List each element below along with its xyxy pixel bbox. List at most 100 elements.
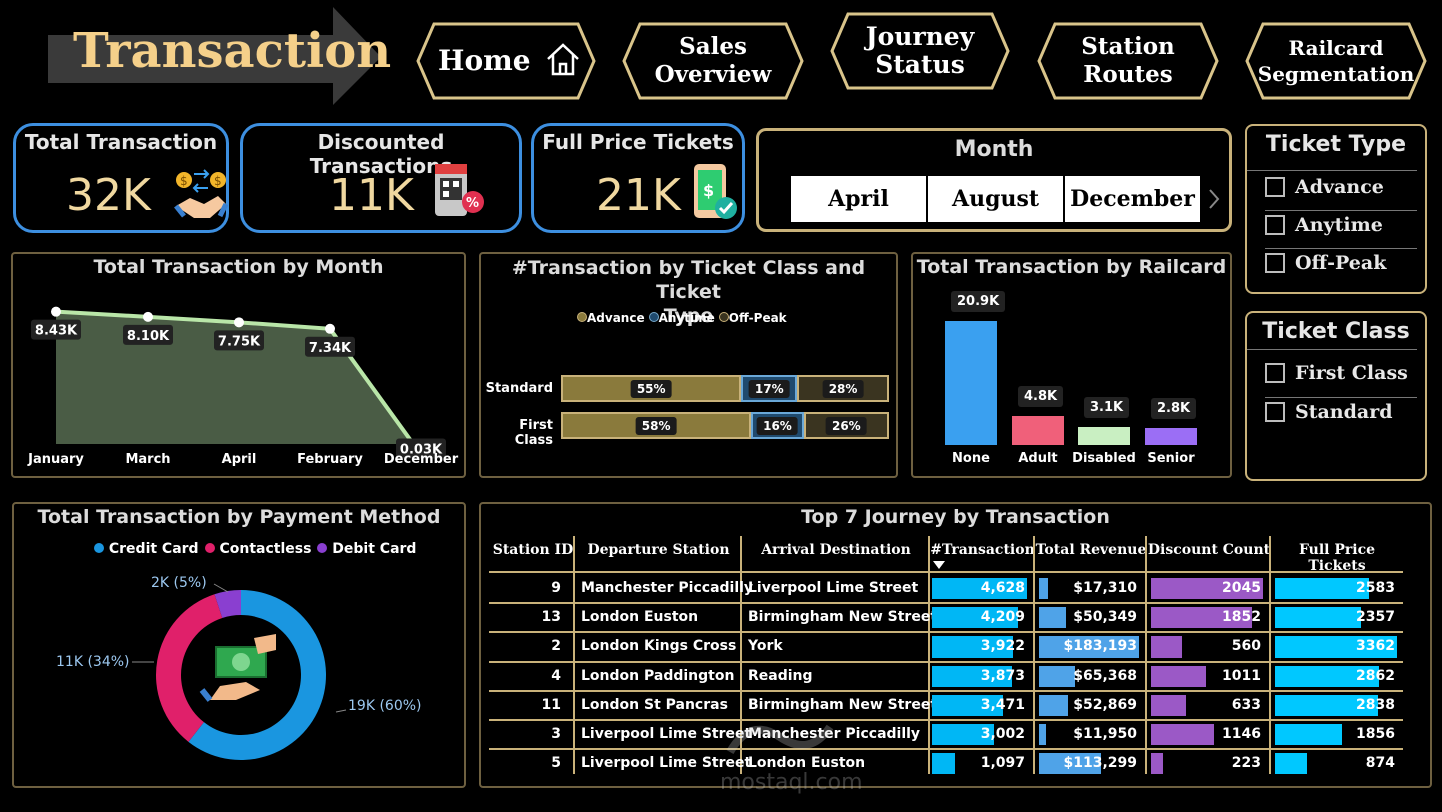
databar-tx (932, 578, 1027, 600)
databar-rev (1039, 694, 1068, 716)
option-label: Anytime (1295, 214, 1383, 236)
top-journeys-table: Top 7 Journey by Transaction Station ID D… (479, 502, 1432, 788)
ticket-class-standard-checkbox[interactable]: Standard (1265, 401, 1393, 423)
column-header: Departure Station (587, 542, 730, 558)
checkbox-icon[interactable] (1265, 363, 1285, 383)
checkbox-icon[interactable] (1265, 215, 1285, 235)
data-point (143, 311, 153, 322)
databar-tx (932, 607, 1019, 629)
data-label: 0.03K (400, 443, 443, 458)
databar-tx (932, 724, 994, 746)
databar-rev (1039, 607, 1067, 629)
chevron-right-icon[interactable] (1207, 187, 1221, 211)
x-tick-label: December (384, 452, 459, 467)
databar-tx (932, 694, 1004, 716)
y-tick-label: Standard (485, 381, 553, 396)
cell-disc: 223 (1231, 755, 1261, 772)
cell-arrival: Manchester Piccadilly (748, 726, 921, 742)
watermark-logo: mostaql.com (720, 712, 863, 802)
legend-item-anytime: Anytime (648, 311, 715, 325)
month-option-april[interactable]: April (791, 176, 926, 222)
data-label-bg (305, 336, 355, 357)
ticket-type-anytime-checkbox[interactable]: Anytime (1265, 214, 1383, 236)
cell-tx: 3,922 (980, 638, 1025, 655)
table-grid: Station ID Departure Station Arrival Desti… (481, 504, 1430, 786)
cell-arrival: Liverpool Lime Street (748, 580, 919, 596)
chart-ticket-class-type: #Transaction by Ticket Class and Ticket … (479, 252, 898, 478)
month-option-december[interactable]: December (1065, 176, 1200, 222)
data-label: 4.8K (1018, 386, 1064, 408)
cell-disc: 2045 (1222, 580, 1261, 596)
databar-full (1275, 665, 1379, 687)
nav-journey-status-button[interactable]: Journey Status (830, 12, 1010, 90)
x-tick-label: Senior (1147, 451, 1195, 466)
bar-segment-off-peak: 28% (797, 375, 889, 402)
data-label: 17% (748, 380, 790, 398)
ticket-class-first-checkbox[interactable]: First Class (1265, 362, 1408, 384)
option-label: First Class (1295, 362, 1408, 384)
cell-disc: 560 (1231, 638, 1261, 655)
x-tick-label: Disabled (1072, 451, 1136, 466)
cell-full: 1856 (1356, 726, 1395, 742)
databar-full (1275, 694, 1378, 716)
data-label: 28% (822, 380, 864, 398)
databar-tx (932, 636, 1013, 658)
cell-station-id: 4 (551, 667, 561, 684)
cell-station-id: 2 (551, 638, 561, 655)
nav-station-routes-label: Station Routes (1081, 33, 1175, 88)
databar-tx (932, 665, 1012, 687)
legend-item-debit: Debit Card (317, 541, 416, 557)
checkbox-icon[interactable] (1265, 177, 1285, 197)
railcard-bar (945, 320, 997, 445)
cell-full: 2583 (1356, 580, 1395, 596)
legend-item-advance: Advance (577, 311, 645, 325)
ticket-type-title: Ticket Type (1265, 132, 1407, 157)
sort-desc-icon[interactable] (933, 561, 945, 569)
cell-tx: 3,471 (980, 696, 1025, 713)
sort-arrow (933, 561, 945, 569)
month-option-august[interactable]: August (928, 176, 1063, 222)
svg-text:$: $ (703, 181, 714, 200)
top-hand (254, 634, 276, 654)
home-icon (547, 43, 579, 76)
payment-donut-chart: 19K (60%) 11K (34%) 2K (5%) (56, 575, 422, 760)
ticket-type-slicer: Ticket Type Advance Anytime Off-Peak (1245, 124, 1427, 294)
nav-sales-overview-label: Sales Overview (654, 33, 772, 88)
data-label: 2.8K (1151, 398, 1197, 420)
x-tick-label: April (222, 452, 257, 467)
cell-rev: $113,299 (1063, 755, 1137, 772)
cell-station-id: 9 (551, 580, 561, 596)
x-tick-label: February (297, 452, 363, 467)
nav-home-button[interactable]: Home (416, 22, 596, 100)
databar-rev (1039, 753, 1101, 775)
checkbox-icon[interactable] (1265, 253, 1285, 273)
cell-arrival: London Euston (748, 755, 866, 772)
column-divider (1145, 536, 1147, 774)
cell-departure: Liverpool Lime Street (581, 726, 752, 742)
mostaql-logo-icon (726, 724, 834, 755)
cell-station-id: 11 (541, 696, 561, 713)
slice-label: 19K (60%) (348, 698, 422, 714)
month-area-chart: 8.43K January 8.10K March 7.75K April 7.34K Feb… (27, 306, 459, 467)
data-label: 20.9K (951, 290, 1006, 312)
cell-tx: 3,002 (980, 726, 1025, 742)
data-label: 55% (630, 380, 672, 398)
cell-disc: 1011 (1222, 667, 1261, 684)
cell-disc: 1146 (1222, 726, 1261, 742)
ticket-type-offpeak-checkbox[interactable]: Off-Peak (1265, 252, 1386, 274)
railcard-bar (1012, 416, 1064, 445)
databar-disc (1151, 665, 1207, 687)
cell-full: 2862 (1356, 667, 1395, 684)
nav-sales-overview-button[interactable]: Sales Overview (622, 22, 804, 100)
cell-departure: London Paddington (581, 667, 735, 684)
checkbox-icon[interactable] (1265, 402, 1285, 422)
ticket-class-title: Ticket Class (1262, 319, 1410, 344)
nav-railcard-segmentation-button[interactable]: Railcard Segmentation (1245, 22, 1427, 100)
ticket-type-advance-checkbox[interactable]: Advance (1265, 176, 1384, 198)
column-header: Station ID (492, 542, 574, 558)
databar-rev (1039, 636, 1139, 658)
bottom-hand (210, 682, 260, 700)
data-label: 8.43K (35, 324, 78, 339)
nav-station-routes-button[interactable]: Station Routes (1037, 22, 1219, 100)
kpi-value: 32K (66, 170, 151, 221)
